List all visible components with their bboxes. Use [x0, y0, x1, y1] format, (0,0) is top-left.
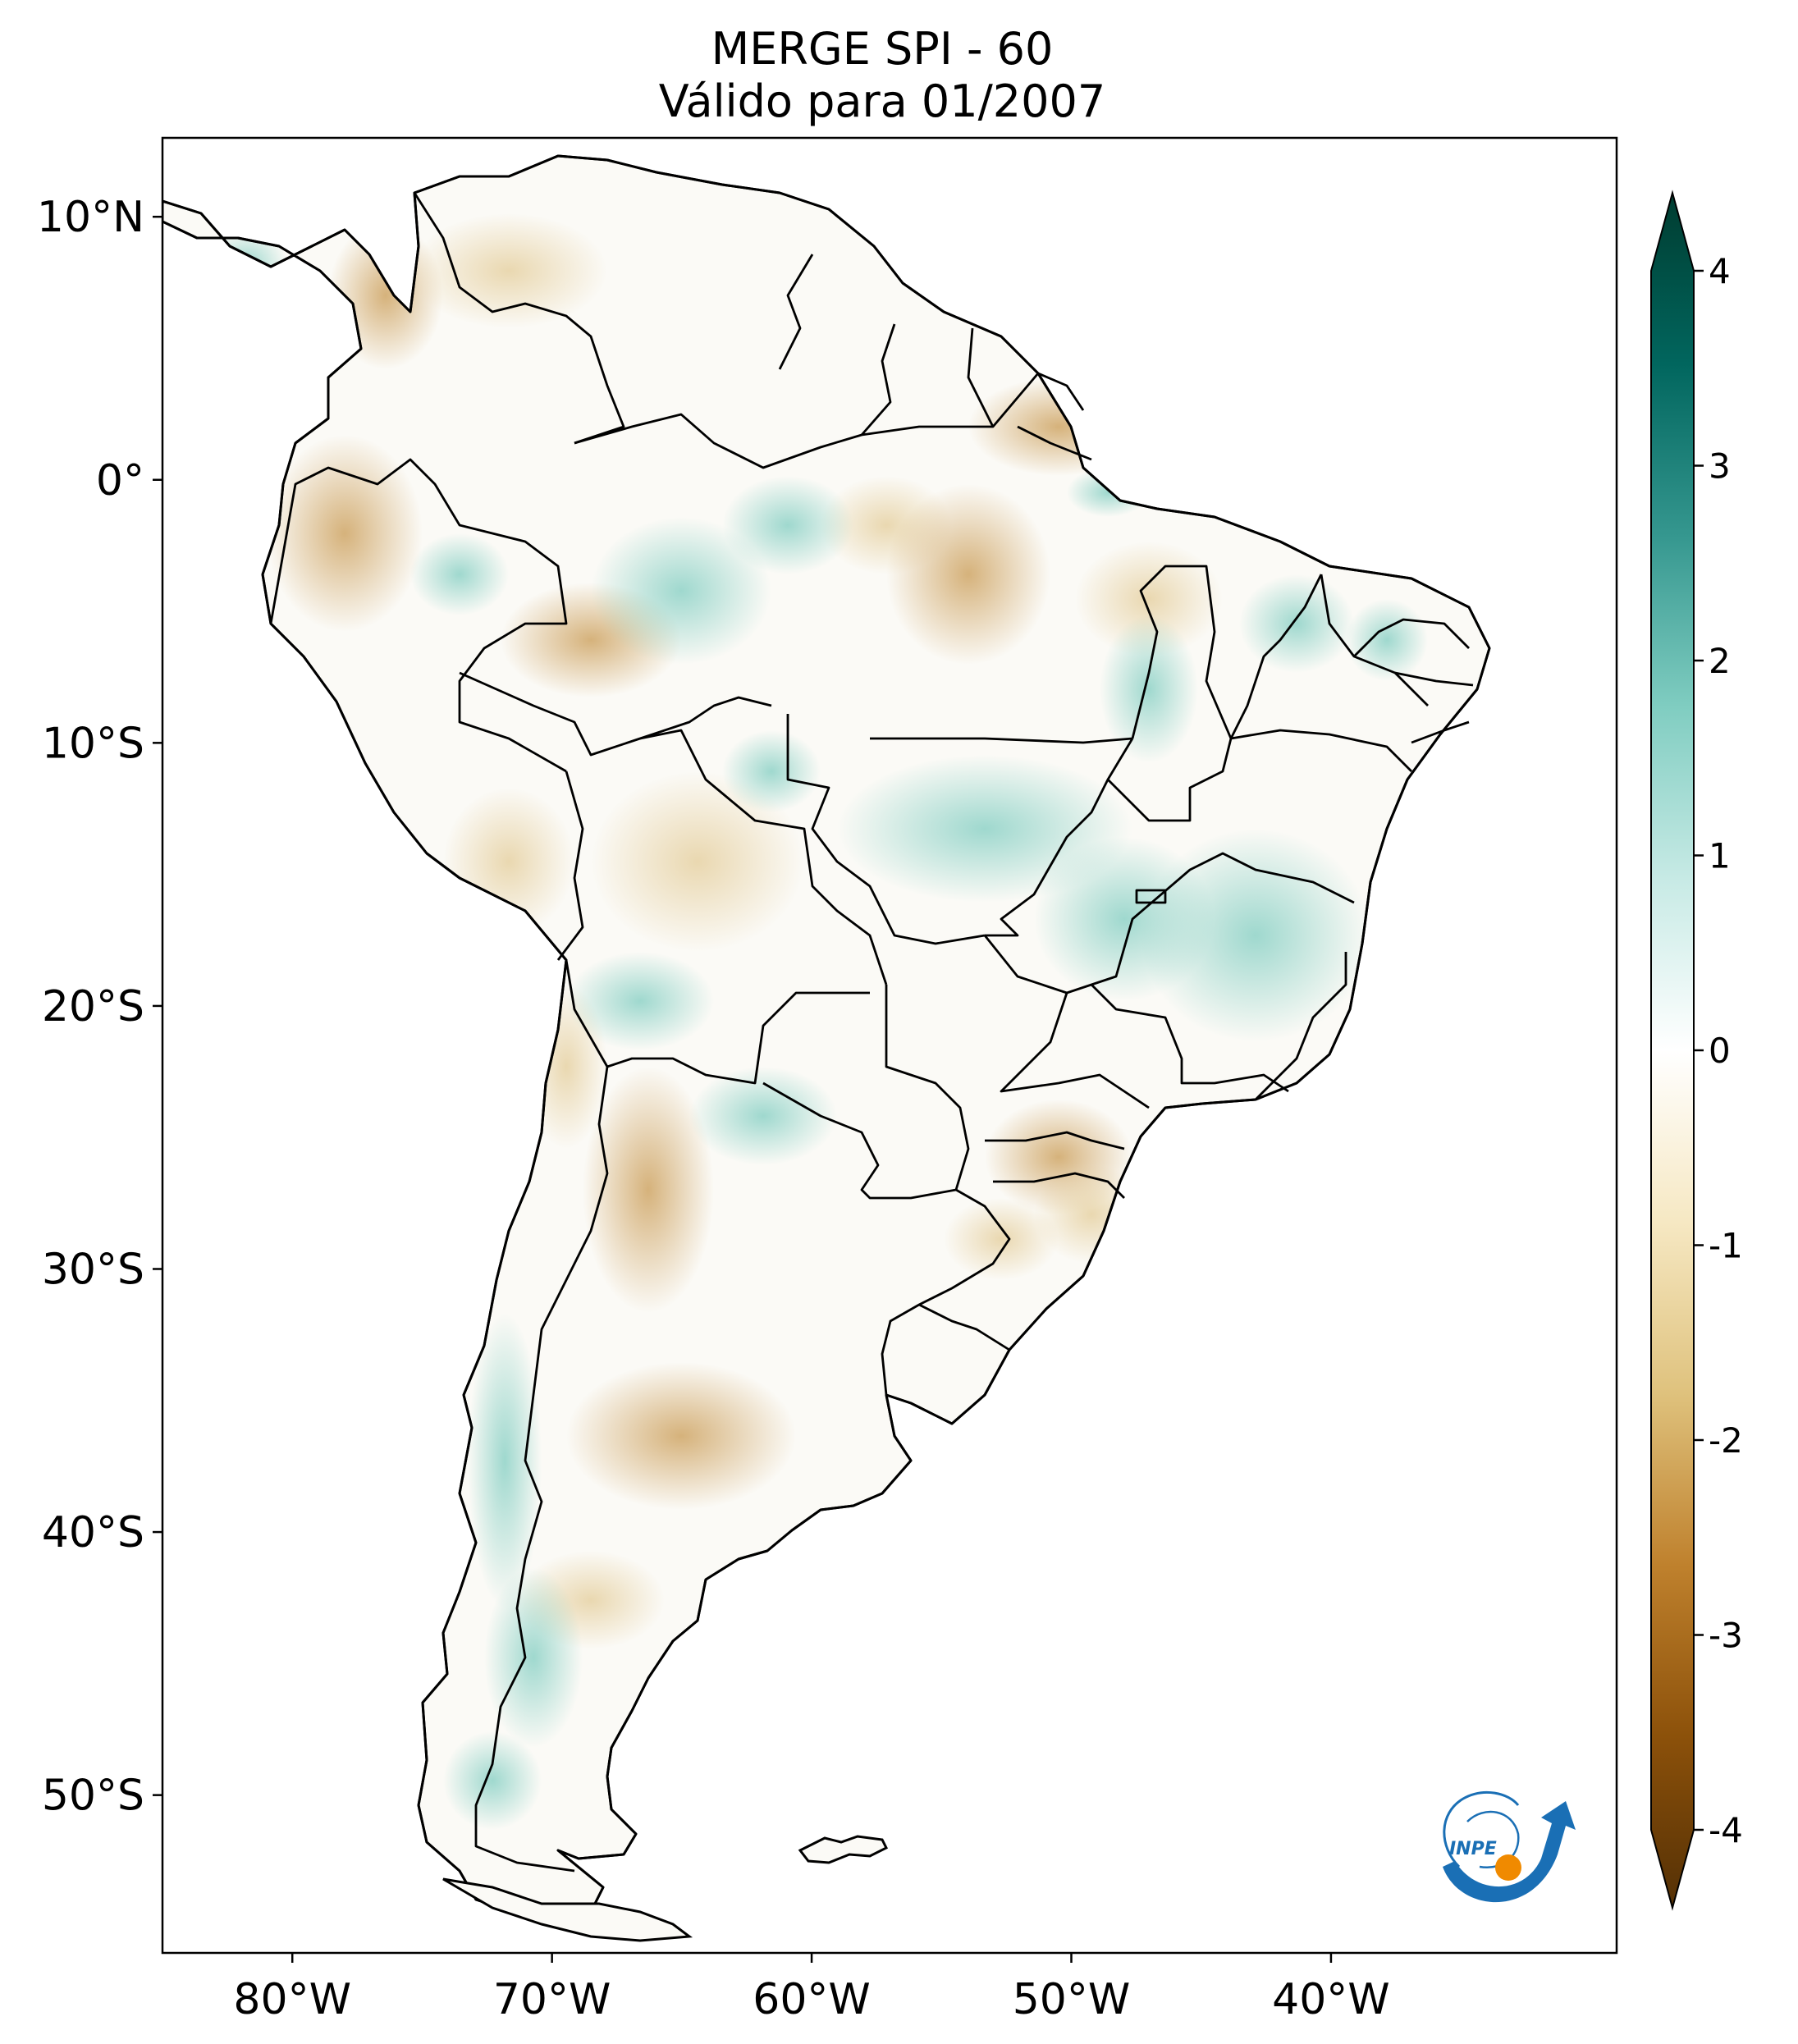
political-borders [269, 192, 1474, 1873]
colorbar-body [1650, 190, 1695, 1911]
logo-orbit-icon [1443, 1791, 1520, 1868]
lon-tick-label: 60°W [753, 1975, 871, 2024]
lon-tick-label: 50°W [1013, 1975, 1131, 2024]
colorbar-tick-label: -1 [1709, 1226, 1743, 1266]
colorbar-tick-label: 3 [1709, 446, 1731, 487]
colorbar-tick-label: -4 [1709, 1810, 1743, 1850]
longitude-axis: 80°W 70°W 60°W 50°W 40°W [233, 1953, 1390, 2024]
lon-tick-label: 40°W [1272, 1975, 1390, 2024]
lat-tick-label: 20°S [42, 982, 144, 1031]
lat-tick-label: 30°S [42, 1245, 144, 1294]
logo-swoosh-icon [1443, 1801, 1576, 1903]
lat-tick-label: 50°S [42, 1772, 144, 1821]
logo-orange-dot-icon [1495, 1854, 1521, 1881]
lat-tick-label: 10°N [37, 193, 144, 242]
falkland-islands [798, 1835, 889, 1864]
colorbar-tick-label: 4 [1709, 251, 1731, 291]
lon-tick-label: 70°W [493, 1975, 611, 2024]
latitude-axis: 10°N 0° 10°S 20°S 30°S 40°S 50°S [37, 193, 162, 1821]
map-subtitle: Válido para 01/2007 [658, 75, 1106, 127]
colorbar-tick-label: -3 [1709, 1616, 1743, 1656]
logo-text: INPE [1449, 1839, 1497, 1859]
lat-tick-label: 10°S [42, 719, 144, 768]
lat-tick-label: 0° [96, 456, 144, 505]
inpe-logo: INPE [1443, 1791, 1576, 1903]
lat-tick-label: 40°S [42, 1508, 144, 1557]
colorbar-tick-label: -2 [1709, 1420, 1743, 1461]
lon-tick-label: 80°W [233, 1975, 351, 2024]
colorbar-tick-label: 1 [1709, 836, 1731, 876]
colorbar-tick-label: 0 [1709, 1031, 1731, 1071]
colorbar-ticks: 4 3 2 1 0 -1 -2 -3 -4 [1694, 251, 1743, 1850]
map-title: MERGE SPI - 60 [711, 23, 1054, 75]
colorbar: 4 3 2 1 0 -1 -2 -3 -4 [1650, 190, 1743, 1911]
tierra-del-fuego [442, 1877, 693, 1942]
colorbar-tick-label: 2 [1709, 641, 1731, 681]
